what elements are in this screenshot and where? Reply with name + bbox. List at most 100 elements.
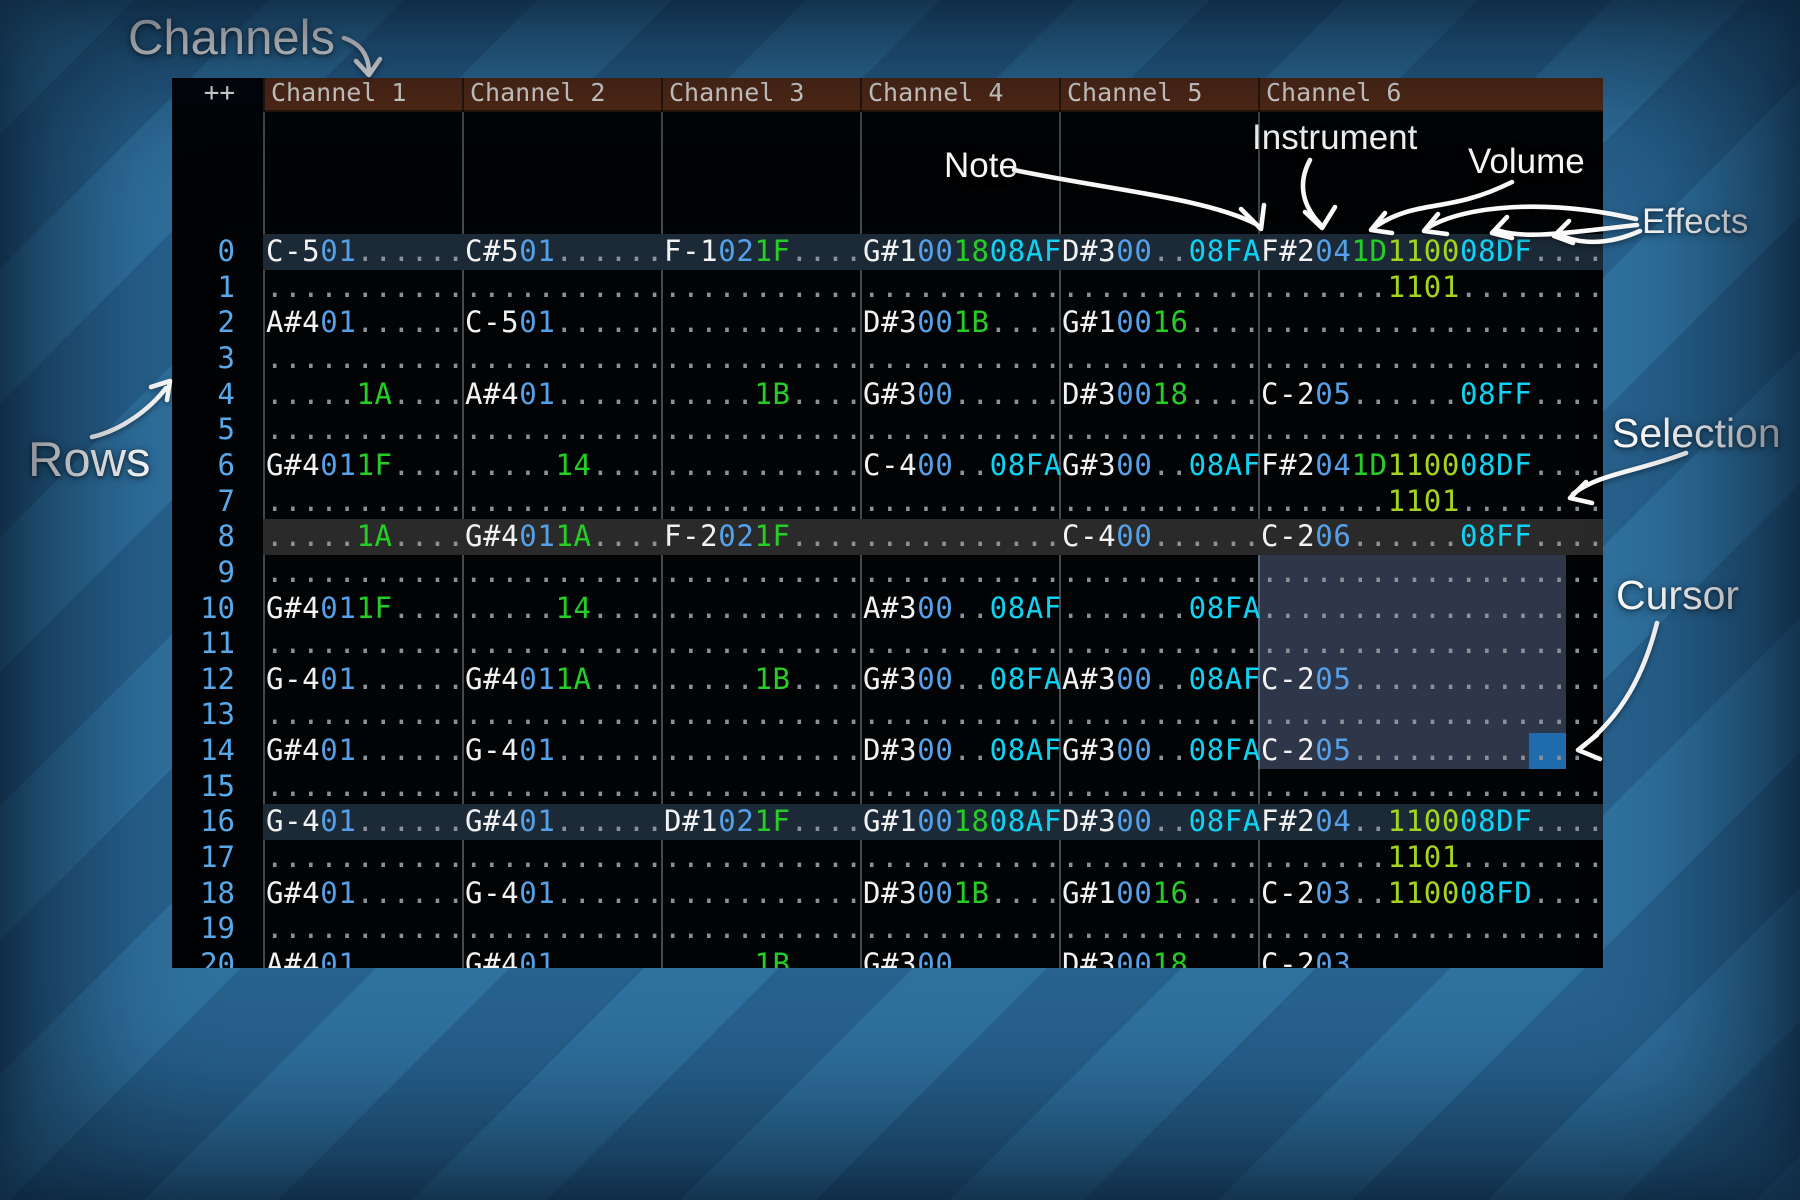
pattern-cell[interactable]: ...: [266, 376, 321, 411]
pattern-cell[interactable]: ....: [1532, 804, 1603, 839]
pattern-cell[interactable]: ..: [1315, 697, 1352, 732]
pattern-cell[interactable]: 04: [1315, 804, 1352, 839]
pattern-cell[interactable]: ..: [718, 447, 755, 482]
pattern-cell[interactable]: ..: [1351, 412, 1388, 447]
pattern-cell[interactable]: 01: [519, 733, 556, 768]
pattern-cell[interactable]: ....: [1532, 911, 1603, 946]
pattern-cell[interactable]: ....: [1532, 340, 1603, 375]
pattern-cell[interactable]: 1A: [555, 661, 592, 696]
pattern-cell[interactable]: ...: [1062, 840, 1117, 875]
pattern-cell[interactable]: ..: [1152, 447, 1189, 482]
pattern-cell[interactable]: 01: [320, 590, 357, 625]
pattern-cell[interactable]: ....: [790, 733, 863, 768]
pattern-cell[interactable]: ..: [754, 305, 791, 340]
pattern-cell[interactable]: C#5: [465, 234, 520, 268]
channel-header-2[interactable]: Channel 2: [470, 78, 606, 107]
pattern-cell[interactable]: 1F: [754, 234, 791, 268]
pattern-cell[interactable]: ..: [1351, 661, 1388, 696]
pattern-row[interactable]: 20 A#4 01...... G#4 01........... 1B.... G#3 00…: [172, 947, 1603, 968]
pattern-cell[interactable]: ....: [1459, 947, 1533, 968]
pattern-cell[interactable]: ....: [790, 519, 863, 554]
pattern-cell[interactable]: ....: [989, 554, 1062, 589]
pattern-cell[interactable]: ...: [1261, 911, 1316, 946]
pattern-cell[interactable]: ..: [555, 305, 592, 340]
pattern-cell[interactable]: ...: [465, 412, 520, 447]
pattern-cell[interactable]: ..: [1116, 483, 1153, 518]
pattern-cell[interactable]: ....: [989, 768, 1062, 803]
pattern-cell[interactable]: ..: [1116, 697, 1153, 732]
pattern-cell[interactable]: G-4: [266, 661, 321, 696]
pattern-row[interactable]: 1.......................................…: [172, 270, 1603, 306]
pattern-cell[interactable]: ..: [718, 840, 755, 875]
pattern-cell[interactable]: ...: [465, 447, 520, 482]
pattern-cell[interactable]: 08FD: [1459, 875, 1533, 910]
pattern-cell[interactable]: ..: [754, 875, 791, 910]
pattern-cell[interactable]: ....: [1459, 305, 1533, 340]
pattern-cell[interactable]: ..: [356, 626, 393, 661]
pattern-cell[interactable]: ..: [718, 340, 755, 375]
pattern-cell[interactable]: ....: [591, 483, 664, 518]
pattern-cell[interactable]: ..: [718, 768, 755, 803]
pattern-cell[interactable]: ....: [392, 626, 465, 661]
pattern-cell[interactable]: ..: [356, 412, 393, 447]
pattern-cell[interactable]: ...: [266, 340, 321, 375]
pattern-cell[interactable]: ....: [790, 447, 863, 482]
pattern-cell[interactable]: ..: [718, 947, 755, 968]
pattern-cell[interactable]: ....: [989, 340, 1062, 375]
pattern-cell[interactable]: ..: [519, 768, 556, 803]
pattern-cell[interactable]: ....: [790, 804, 863, 839]
pattern-cell[interactable]: 1D: [1351, 234, 1388, 268]
pattern-cell[interactable]: ..: [754, 269, 791, 304]
pattern-row[interactable]: 7.......................................…: [172, 484, 1603, 520]
pattern-cell[interactable]: ....: [989, 911, 1062, 946]
pattern-cell[interactable]: ..: [320, 554, 357, 589]
pattern-row[interactable]: 18 G#4 01...... G-4 01................. D#3 00…: [172, 876, 1603, 912]
pattern-cell[interactable]: ..: [1351, 269, 1388, 304]
pattern-cell[interactable]: G#4: [465, 947, 520, 968]
pattern-cell[interactable]: ....: [1459, 269, 1533, 304]
pattern-cell[interactable]: C-4: [1062, 519, 1117, 554]
pattern-cell[interactable]: 01: [320, 305, 357, 340]
pattern-cell[interactable]: ....: [1532, 447, 1603, 482]
pattern-cell[interactable]: ....: [1532, 768, 1603, 803]
pattern-cell[interactable]: ....: [790, 626, 863, 661]
pattern-cell[interactable]: ..: [555, 234, 592, 268]
pattern-cell[interactable]: ..: [718, 911, 755, 946]
pattern-cell[interactable]: ....: [1459, 340, 1533, 375]
pattern-cell[interactable]: ...: [1062, 554, 1117, 589]
pattern-cell[interactable]: ..: [917, 412, 954, 447]
pattern-cell[interactable]: ....: [1459, 626, 1533, 661]
pattern-cell[interactable]: ....: [790, 305, 863, 340]
pattern-cell[interactable]: ....: [1387, 697, 1460, 732]
pattern-cell[interactable]: 1B: [754, 947, 791, 968]
pattern-cell[interactable]: ..: [1116, 554, 1153, 589]
pattern-cell[interactable]: 00: [1116, 733, 1153, 768]
pattern-cell[interactable]: 1A: [555, 519, 592, 554]
pattern-cell[interactable]: ..: [320, 519, 357, 554]
pattern-cell[interactable]: 01: [320, 661, 357, 696]
pattern-cell[interactable]: ....: [790, 590, 863, 625]
pattern-cell[interactable]: 00: [1116, 447, 1153, 482]
pattern-cell[interactable]: 08AF: [989, 234, 1062, 268]
pattern-cell[interactable]: G-4: [465, 875, 520, 910]
pattern-cell[interactable]: ..: [1152, 519, 1189, 554]
pattern-cell[interactable]: F-1: [664, 234, 719, 268]
pattern-cell[interactable]: ...: [863, 840, 918, 875]
pattern-cell[interactable]: ....: [392, 554, 465, 589]
pattern-cell[interactable]: ..: [519, 626, 556, 661]
pattern-cell[interactable]: ...: [465, 269, 520, 304]
pattern-cell[interactable]: D#3: [1062, 947, 1117, 968]
pattern-cell[interactable]: 00: [1116, 376, 1153, 411]
pattern-cell[interactable]: F#2: [1261, 447, 1316, 482]
pattern-cell[interactable]: ....: [591, 340, 664, 375]
pattern-cell[interactable]: ..: [718, 554, 755, 589]
pattern-cell[interactable]: ..: [917, 340, 954, 375]
pattern-cell[interactable]: ...: [465, 911, 520, 946]
pattern-cell[interactable]: ....: [1459, 768, 1533, 803]
pattern-cell[interactable]: ....: [392, 661, 465, 696]
pattern-cell[interactable]: 00: [1116, 305, 1153, 340]
pattern-cell[interactable]: 06: [1315, 519, 1352, 554]
pattern-cell[interactable]: 08AF: [989, 590, 1062, 625]
pattern-cell[interactable]: A#4: [266, 305, 321, 340]
pattern-cell[interactable]: G-4: [266, 804, 321, 839]
